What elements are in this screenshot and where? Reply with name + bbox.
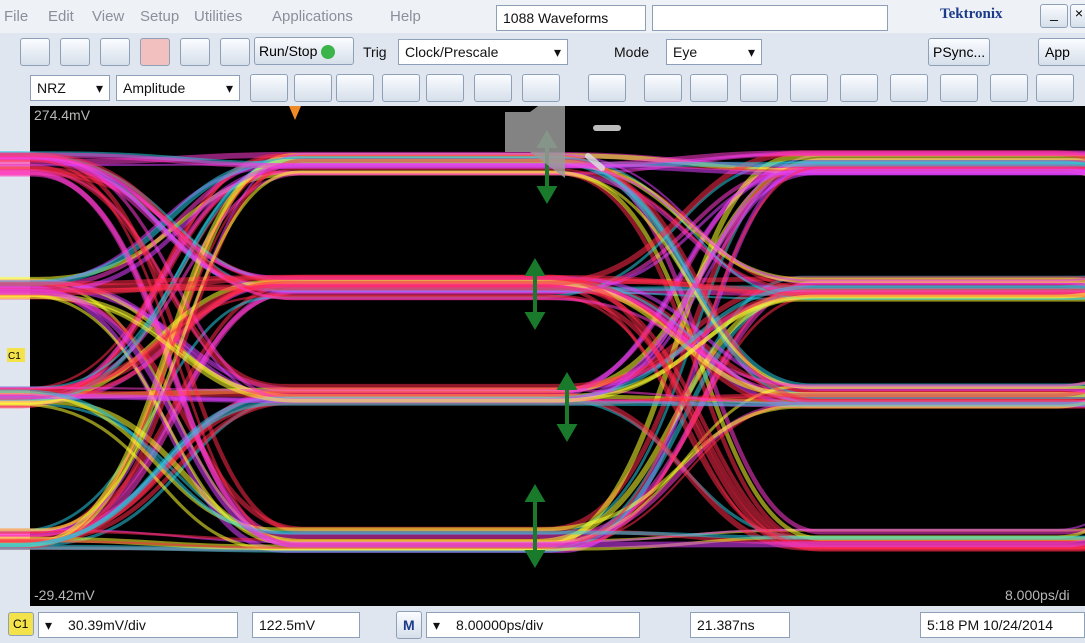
run-stop-button[interactable]: Run/Stop bbox=[254, 37, 354, 65]
eye-opening-arrows bbox=[528, 134, 574, 564]
menu-item[interactable]: Help bbox=[390, 8, 421, 25]
mode-label: Mode bbox=[614, 44, 649, 60]
tool-button[interactable] bbox=[294, 74, 332, 102]
close-button[interactable]: × bbox=[1070, 4, 1085, 28]
minimize-button[interactable]: _ bbox=[1040, 4, 1068, 28]
mode-value: Eye bbox=[673, 44, 697, 60]
scale-field[interactable]: ▾30.39mV/div bbox=[38, 612, 238, 638]
timebase-field[interactable]: ▾8.00000ps/div bbox=[426, 612, 640, 638]
tool-button[interactable] bbox=[336, 74, 374, 102]
run-stop-label: Run/Stop bbox=[259, 43, 317, 59]
mode-dropdown[interactable]: Eye▾ bbox=[666, 39, 762, 65]
time-scale-label: 8.000ps/di bbox=[1005, 587, 1070, 603]
tool-button[interactable] bbox=[740, 74, 778, 102]
encoding-value: NRZ bbox=[37, 80, 66, 96]
tool-button[interactable] bbox=[220, 38, 250, 66]
oscilloscope-window: File Edit View Setup Utilities Applicati… bbox=[0, 0, 1085, 643]
timebase-value: 8.00000ps/div bbox=[456, 617, 543, 633]
menu-item[interactable]: Utilities bbox=[194, 8, 242, 25]
toolbar: NRZ▾ Amplitude▾ bbox=[0, 71, 1085, 106]
scale-value: 30.39mV/div bbox=[68, 617, 146, 633]
menu-item[interactable]: Edit bbox=[48, 8, 74, 25]
position-field[interactable]: 21.387ns bbox=[690, 612, 790, 638]
math-button[interactable]: M bbox=[396, 611, 422, 639]
menu-item[interactable]: Applications bbox=[272, 8, 353, 25]
channel-marker-label: C1 bbox=[8, 351, 21, 362]
measurement-value: Amplitude bbox=[123, 80, 185, 96]
tool-button[interactable] bbox=[790, 74, 828, 102]
menu-item[interactable]: View bbox=[92, 8, 124, 25]
window-title-field bbox=[652, 5, 888, 31]
bottom-level-label: -29.42mV bbox=[34, 587, 95, 603]
offset-field[interactable]: 122.5mV bbox=[252, 612, 360, 638]
tool-button[interactable] bbox=[588, 74, 626, 102]
menu-item[interactable]: File bbox=[4, 8, 28, 25]
eye-plot: 274.4mV -29.42mV 8.000ps/di C1 bbox=[0, 106, 1085, 606]
tool-button[interactable] bbox=[382, 74, 420, 102]
eye-diagram: 274.4mV -29.42mV 8.000ps/di C1 bbox=[0, 106, 1085, 606]
menu-item[interactable]: Setup bbox=[140, 8, 179, 25]
brand: Tektronix bbox=[940, 6, 1003, 23]
channel-button[interactable]: C1 bbox=[8, 612, 34, 636]
tool-button[interactable] bbox=[890, 74, 928, 102]
tool-button[interactable] bbox=[60, 38, 90, 66]
tool-button[interactable] bbox=[840, 74, 878, 102]
tool-button[interactable] bbox=[100, 38, 130, 66]
psync-button[interactable]: PSync... bbox=[928, 38, 990, 66]
trig-dropdown[interactable]: Clock/Prescale▾ bbox=[398, 39, 568, 65]
top-level-label: 274.4mV bbox=[34, 107, 91, 123]
print-button[interactable] bbox=[20, 38, 50, 66]
trigger-marker bbox=[289, 106, 301, 120]
encoding-dropdown[interactable]: NRZ▾ bbox=[30, 75, 110, 101]
trig-value: Clock/Prescale bbox=[405, 44, 498, 60]
tool-button[interactable] bbox=[474, 74, 512, 102]
waveform-traces bbox=[0, 153, 1085, 550]
tool-button[interactable] bbox=[644, 74, 682, 102]
tool-button[interactable] bbox=[180, 38, 210, 66]
menu-bar: File Edit View Setup Utilities Applicati… bbox=[0, 0, 1085, 33]
tool-button[interactable] bbox=[522, 74, 560, 102]
measurement-dropdown[interactable]: Amplitude▾ bbox=[116, 75, 240, 101]
tool-button[interactable] bbox=[690, 74, 728, 102]
status-bar: C1 ▾30.39mV/div 122.5mV M ▾8.00000ps/div… bbox=[0, 606, 1085, 643]
app-button[interactable]: App bbox=[1038, 38, 1085, 66]
tool-button[interactable] bbox=[426, 74, 464, 102]
tool-button[interactable] bbox=[990, 74, 1028, 102]
tool-button[interactable] bbox=[250, 74, 288, 102]
tool-button[interactable] bbox=[1036, 74, 1074, 102]
datetime-field: 5:18 PM 10/24/2014 bbox=[920, 612, 1085, 638]
tool-button[interactable] bbox=[140, 38, 170, 66]
tool-button[interactable] bbox=[940, 74, 978, 102]
toolbar: Run/Stop Trig Clock/Prescale▾ Mode Eye▾ … bbox=[0, 34, 1085, 70]
trig-label: Trig bbox=[363, 44, 387, 60]
window-title: 1088 Waveforms bbox=[496, 5, 646, 31]
